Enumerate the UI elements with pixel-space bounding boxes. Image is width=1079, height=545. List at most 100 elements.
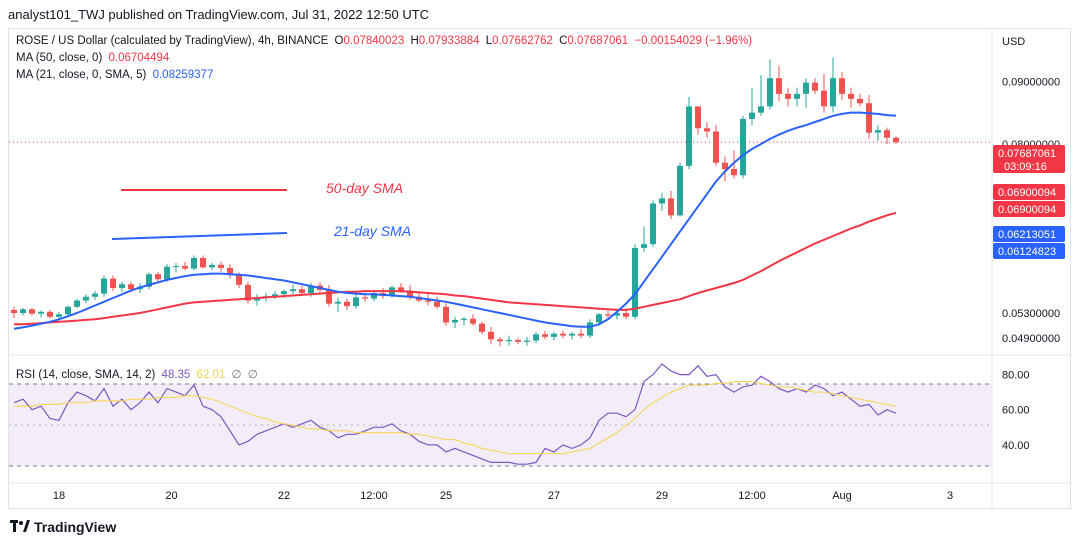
time-tick-label: 18 <box>53 490 65 502</box>
candle <box>83 294 89 304</box>
candle-body <box>209 264 215 268</box>
candle-body <box>569 333 575 336</box>
candle-body <box>290 289 296 292</box>
candle <box>776 65 782 102</box>
sma21-annotation-line[interactable] <box>111 232 288 240</box>
candle-body <box>362 297 368 299</box>
candle <box>29 308 35 316</box>
countdown-label: 03:09:16 <box>1004 161 1047 173</box>
candle-body <box>371 293 377 299</box>
candle-body <box>605 314 611 316</box>
legend-ma50-label[interactable]: MA (50, close, 0) <box>16 52 103 64</box>
candle-body <box>848 93 854 99</box>
candle-body <box>632 247 638 317</box>
candle <box>74 298 80 309</box>
candle <box>866 95 872 139</box>
candle <box>533 331 539 344</box>
candle <box>110 275 116 292</box>
candle <box>506 335 512 346</box>
candle <box>578 328 584 339</box>
candle <box>830 57 836 113</box>
candle-body <box>308 285 314 294</box>
candle <box>731 150 737 179</box>
candle <box>191 255 197 271</box>
candle-body <box>542 334 548 337</box>
legend-ma21-label[interactable]: MA (21, close, 0, SMA, 5) <box>16 69 147 81</box>
legend-ma50-row: MA (50, close, 0) 0.06704494 <box>16 52 172 64</box>
price-tag-label: 0.06900094 <box>998 204 1056 216</box>
footer-brand[interactable]: TradingView <box>34 519 117 535</box>
price-tag <box>993 184 1065 200</box>
candle <box>227 264 233 279</box>
candle <box>380 287 386 299</box>
candle <box>164 264 170 282</box>
candle-body <box>101 278 107 294</box>
time-tick-label: 22 <box>278 490 290 502</box>
candle-body <box>353 297 359 307</box>
time-tick-label: 25 <box>440 490 452 502</box>
candle-body <box>758 106 764 113</box>
price-tag <box>993 201 1065 217</box>
candle <box>47 309 53 319</box>
candle <box>587 319 593 339</box>
candle <box>326 284 332 307</box>
ma21-line <box>13 111 897 330</box>
candle <box>452 316 458 329</box>
time-tick-label: 12:00 <box>738 490 766 502</box>
candle <box>848 87 854 108</box>
candle-body <box>875 130 881 133</box>
legend-symbol[interactable]: ROSE / US Dollar (calculated by TradingV… <box>16 35 329 47</box>
candle-body <box>524 340 530 342</box>
rsi-line <box>13 363 897 465</box>
candle-body <box>506 339 512 342</box>
candle-body <box>830 78 836 107</box>
candle <box>146 272 152 290</box>
candle <box>551 331 557 341</box>
candle-body <box>767 78 773 107</box>
candle <box>857 93 863 107</box>
candle <box>461 316 467 326</box>
candle <box>209 262 215 271</box>
candle <box>173 262 179 273</box>
candle-body <box>740 118 746 176</box>
candle-body <box>11 309 17 314</box>
candle <box>659 192 665 211</box>
candle-body <box>614 313 620 316</box>
candle-body <box>794 93 800 99</box>
candle-body <box>488 331 494 340</box>
candle-body <box>497 339 503 342</box>
candle-body <box>803 82 809 94</box>
candle <box>182 261 188 271</box>
legend-rsi-label[interactable]: RSI (14, close, SMA, 14, 2) <box>16 369 156 381</box>
candle-body <box>623 313 629 317</box>
candle <box>245 281 251 304</box>
candle <box>479 321 485 335</box>
legend-rsi-value: 48.35 <box>161 369 191 381</box>
price-tag-label: 0.07687061 <box>998 148 1056 160</box>
candle <box>11 306 17 319</box>
legend-low: 0.07662762 <box>492 35 553 47</box>
candle <box>713 125 719 166</box>
candle <box>56 311 62 320</box>
rsi-layer <box>13 363 897 465</box>
candle-body <box>857 98 863 104</box>
candle-body <box>587 322 593 336</box>
legend-ma50-value: 0.06704494 <box>108 52 170 64</box>
rsi-ma-line <box>14 381 897 455</box>
candle <box>803 78 809 108</box>
candle-body <box>713 131 719 163</box>
candle-body <box>470 318 476 324</box>
sma21-annotation-text[interactable]: 21-day SMA <box>333 223 411 239</box>
candle-body <box>119 284 125 288</box>
candle <box>371 291 377 302</box>
candle-body <box>200 257 206 268</box>
publish-info: analyst101_TWJ published on TradingView.… <box>8 7 430 22</box>
candle <box>650 200 656 247</box>
candle <box>524 336 530 346</box>
legend-ma21-value: 0.08259377 <box>152 69 214 81</box>
sma50-annotation-text[interactable]: 50-day SMA <box>326 180 403 196</box>
candle <box>884 127 890 144</box>
candle <box>740 115 746 179</box>
candle-body <box>677 165 683 216</box>
